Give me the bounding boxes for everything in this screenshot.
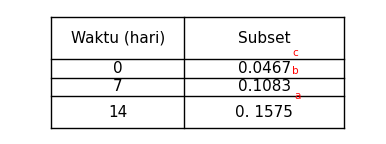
Text: c: c bbox=[293, 48, 298, 58]
Text: 0.0467: 0.0467 bbox=[238, 61, 291, 76]
Text: Waktu (hari): Waktu (hari) bbox=[71, 31, 165, 46]
Text: 0.1083: 0.1083 bbox=[238, 79, 291, 94]
Text: 7: 7 bbox=[113, 79, 123, 94]
Text: 0. 1575: 0. 1575 bbox=[235, 105, 293, 120]
Text: b: b bbox=[293, 66, 299, 76]
Text: a: a bbox=[295, 91, 301, 101]
Text: 0: 0 bbox=[113, 61, 123, 76]
Text: Subset: Subset bbox=[238, 31, 291, 46]
Text: 14: 14 bbox=[108, 105, 127, 120]
